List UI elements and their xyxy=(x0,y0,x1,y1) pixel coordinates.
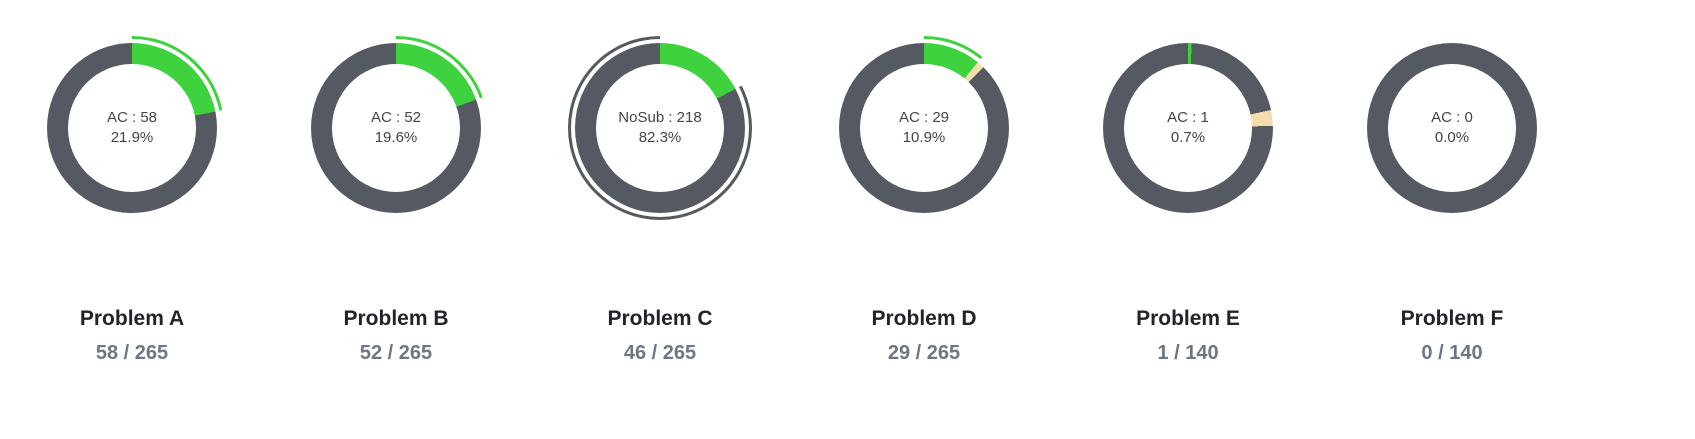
problem-chart: AC : 58 21.9% Problem A 58 / 265 xyxy=(0,36,264,365)
donut-center: AC : 1 0.7% xyxy=(1124,64,1252,192)
donut-center: AC : 29 10.9% xyxy=(860,64,988,192)
problem-chart: AC : 0 0.0% Problem F 0 / 140 xyxy=(1320,36,1584,365)
problem-chart: NoSub : 218 82.3% Problem C 46 / 265 xyxy=(528,36,792,365)
donut-center-percent: 19.6% xyxy=(374,128,418,146)
donut-center-label: AC : 58 xyxy=(106,109,158,126)
donut-center: NoSub : 218 82.3% xyxy=(596,64,724,192)
donut-center: AC : 0 0.0% xyxy=(1388,64,1516,192)
problem-count: 46 / 265 xyxy=(623,342,697,364)
donut-center: AC : 52 19.6% xyxy=(332,64,460,192)
donut-center: AC : 58 21.9% xyxy=(68,64,196,192)
donut-center-label: AC : 1 xyxy=(1167,109,1209,126)
donut-center-label: AC : 29 xyxy=(898,109,950,126)
problem-count: 58 / 265 xyxy=(95,342,169,364)
problem-chart: AC : 52 19.6% Problem B 52 / 265 xyxy=(264,36,528,365)
donut-center-percent: 0.0% xyxy=(1434,128,1470,146)
problem-count: 1 / 140 xyxy=(1157,342,1219,364)
donut-chart[interactable]: AC : 29 10.9% xyxy=(832,36,1016,220)
donut-center-percent: 21.9% xyxy=(110,128,154,146)
donut-chart[interactable]: NoSub : 218 82.3% xyxy=(568,36,752,220)
problem-name: Problem B xyxy=(343,307,449,330)
problem-name: Problem E xyxy=(1136,307,1240,330)
donut-center-percent: 82.3% xyxy=(638,128,682,146)
problem-count: 0 / 140 xyxy=(1421,342,1483,364)
problem-name: Problem C xyxy=(607,307,713,330)
problem-count: 52 / 265 xyxy=(359,342,433,364)
problem-chart: AC : 29 10.9% Problem D 29 / 265 xyxy=(792,36,1056,365)
donut-center-label: NoSub : 218 xyxy=(618,109,702,126)
problem-name: Problem A xyxy=(79,307,185,330)
donut-center-percent: 0.7% xyxy=(1170,128,1206,146)
donut-center-percent: 10.9% xyxy=(902,128,946,146)
problem-name: Problem D xyxy=(871,307,977,330)
donut-chart[interactable]: AC : 1 0.7% xyxy=(1096,36,1280,220)
problem-stats-row: AC : 58 21.9% Problem A 58 / 265 AC : 52… xyxy=(0,36,1584,365)
donut-chart[interactable]: AC : 0 0.0% xyxy=(1360,36,1544,220)
donut-chart[interactable]: AC : 52 19.6% xyxy=(304,36,488,220)
donut-center-label: AC : 52 xyxy=(370,109,422,126)
donut-center-label: AC : 0 xyxy=(1431,109,1473,126)
problem-count: 29 / 265 xyxy=(887,342,961,364)
donut-chart[interactable]: AC : 58 21.9% xyxy=(40,36,224,220)
problem-name: Problem F xyxy=(1400,307,1504,330)
problem-chart: AC : 1 0.7% Problem E 1 / 140 xyxy=(1056,36,1320,365)
